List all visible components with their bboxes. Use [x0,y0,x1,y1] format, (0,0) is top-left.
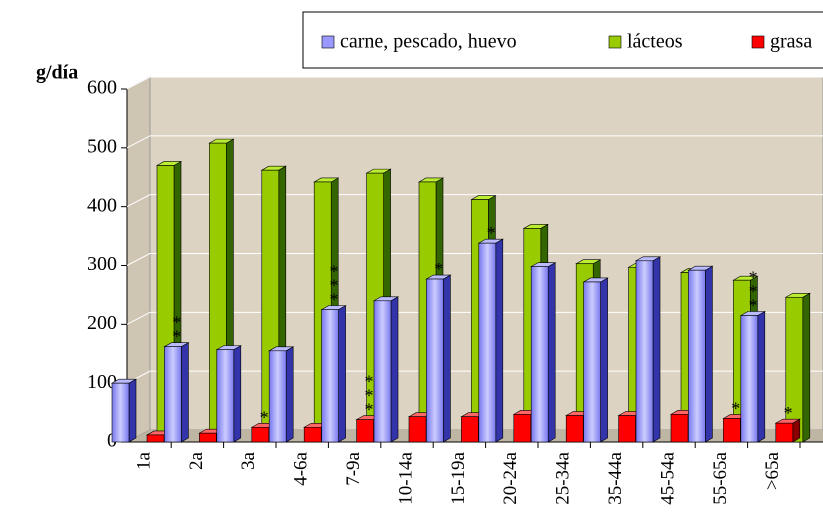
bar [565,415,584,443]
x-tick-label: 4-6a [291,451,312,485]
y-axis-label: g/día [36,62,78,84]
bar [530,266,549,443]
bar [723,418,741,443]
y-tick-label: 400 [87,194,117,216]
annotation: * [778,403,798,417]
bar [373,300,392,443]
annotation: * [481,223,501,237]
bar [461,416,479,443]
legend-label: carne, pescado, huevo [340,31,517,53]
x-tick-label: 35-44a [605,451,626,504]
bar [785,296,804,443]
annotation: * [429,259,449,273]
x-tick-label: 10-14a [395,451,416,504]
bar [583,281,601,443]
bar [111,382,130,443]
bar [321,309,339,443]
annotation: *** [743,268,763,310]
bar [408,416,427,443]
bar-side [547,262,556,443]
bar [268,350,287,443]
legend-swatch [751,35,765,49]
x-tick-label: 2a [186,451,207,470]
grid-line [126,135,823,149]
x-tick-label: 3a [238,451,259,470]
bar [740,315,759,443]
legend-label: lácteos [627,31,683,53]
x-tick-label: 25-34a [553,451,574,504]
bar-side [128,378,137,443]
grid-line [126,253,823,266]
bar-side [285,346,294,443]
bar [199,432,217,443]
bar-side [233,345,242,443]
bar-side [443,274,451,443]
legend-box [302,11,823,69]
bar [356,419,374,443]
x-tick-label: >65a [762,451,783,490]
bar-side [495,238,504,443]
bar-side [802,292,811,443]
bar-side [652,256,661,443]
x-tick-label: 45-54a [657,451,678,504]
y-tick-label: 100 [87,371,117,393]
bar [635,260,654,443]
grid-line [126,76,823,90]
annotation: *** [324,262,344,304]
legend-swatch [608,35,622,49]
bar-side [600,277,608,443]
bar [426,278,444,443]
y-tick-label: 300 [87,253,117,275]
bar-side [705,265,713,443]
bar [513,414,532,443]
x-tick-label: 1a [133,451,154,470]
x-tick-label: 55-65a [710,451,731,504]
annotation: ** [167,313,187,341]
grid-line [126,194,823,208]
legend-label: grasa [770,31,812,53]
bar [251,426,270,443]
x-tick-label: 20-24a [500,451,521,504]
bar [688,269,706,443]
bar-side [338,305,346,443]
bar [478,242,497,443]
bar-side [757,310,766,443]
x-tick-label: 15-19a [448,451,469,504]
y-tick-label: 200 [87,312,117,334]
bar-side [390,296,399,443]
bar-side [181,342,189,443]
x-tick-label: 7-9a [343,451,364,485]
bar [164,346,182,443]
bar [670,414,689,443]
y-tick-label: 500 [87,135,117,157]
y-tick-label: 600 [87,77,117,99]
bar [303,426,322,443]
bar [618,415,636,443]
bar [146,434,165,443]
bar [775,422,794,443]
bar [216,349,235,443]
legend-swatch [321,35,335,49]
